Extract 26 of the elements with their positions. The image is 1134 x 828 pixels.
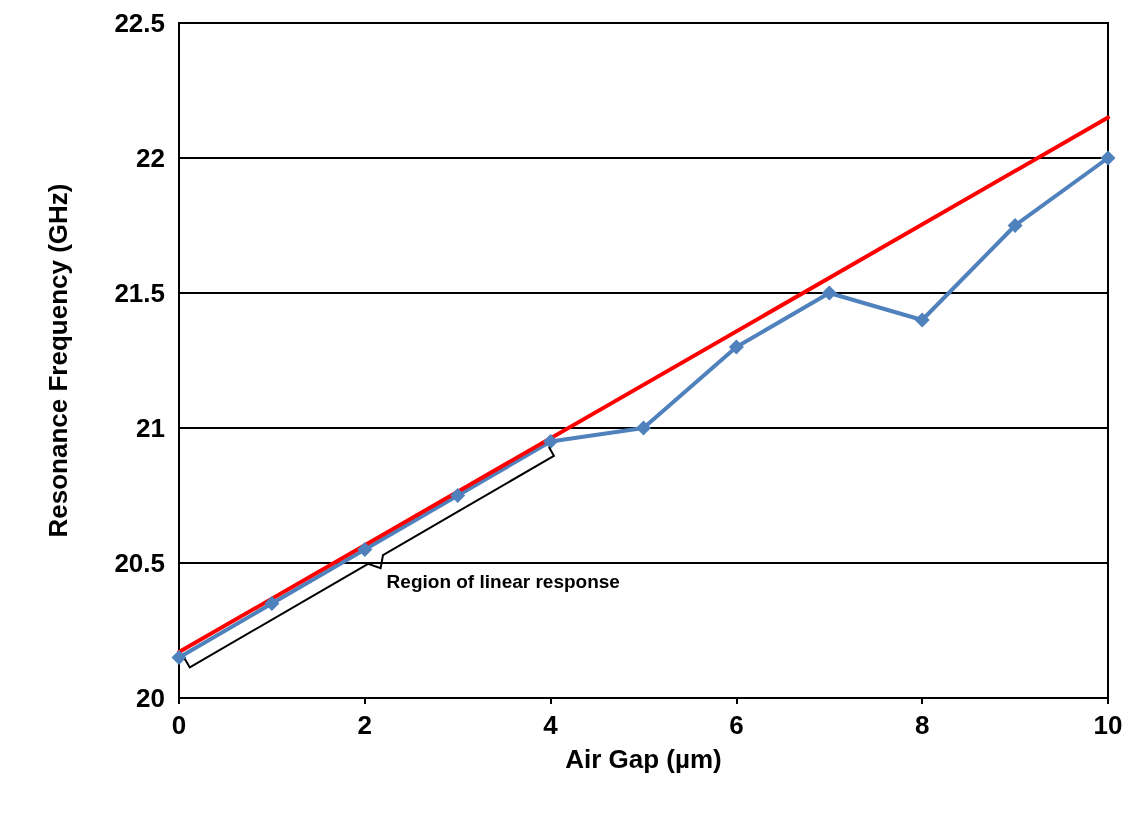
point (543, 434, 559, 449)
x-axis-title: Air Gap (µm) (565, 744, 722, 774)
point (728, 339, 744, 355)
y-tick-label: 20.5 (114, 548, 165, 578)
y-tick-label: 22 (136, 143, 165, 173)
x-tick-label: 2 (357, 710, 373, 740)
point (450, 488, 466, 503)
y-tick-label: 21.5 (114, 278, 165, 308)
x-tick-label: 6 (729, 710, 744, 740)
x-tick-label: 4 (543, 710, 559, 740)
point (636, 420, 651, 436)
point (821, 285, 837, 301)
point (914, 312, 930, 328)
point (1007, 218, 1023, 233)
x-tick-label: 0 (171, 710, 187, 740)
y-axis-title: Resonance Frequency (GHz) (43, 183, 73, 538)
y-tick-label: 20 (136, 683, 165, 713)
annotation: Region of linear response (386, 571, 620, 593)
point (357, 542, 373, 557)
point (264, 596, 280, 611)
point (171, 650, 187, 665)
x-tick-label: 8 (914, 710, 930, 740)
y-tick-label: 22.5 (114, 8, 165, 38)
point (1100, 150, 1116, 166)
x-tick-label: 10 (1093, 710, 1123, 740)
y-tick-label: 21 (136, 413, 165, 443)
